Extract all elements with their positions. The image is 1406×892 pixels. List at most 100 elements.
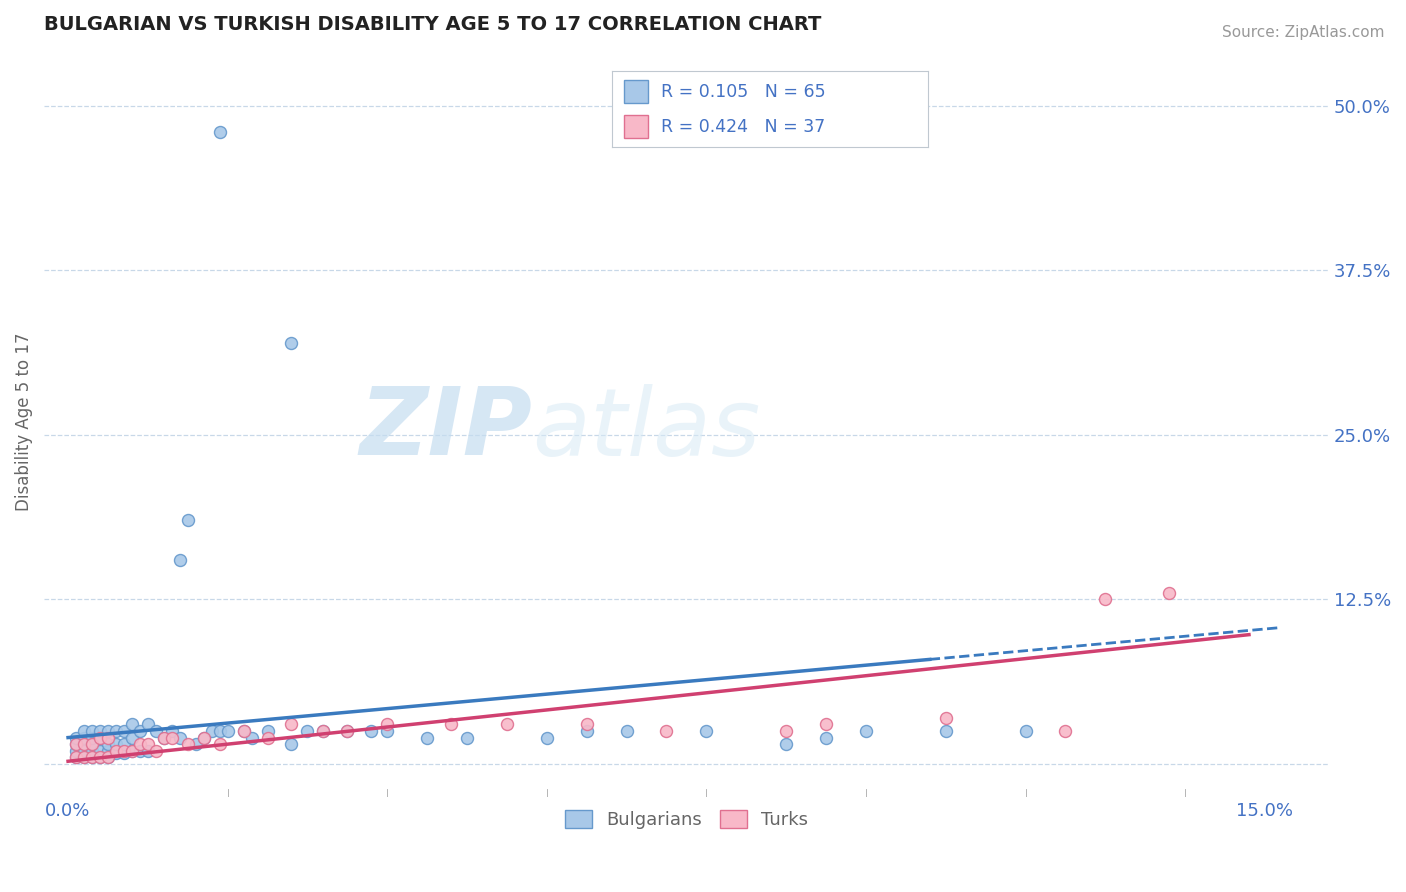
Point [256, 731, 278, 745]
Point [104, 737, 127, 751]
Point [65, 731, 87, 745]
Point [336, 723, 359, 738]
Point [280, 335, 302, 350]
Point [616, 723, 638, 738]
Point [112, 744, 135, 758]
Point [89, 723, 111, 738]
Point [73, 744, 96, 758]
Point [136, 717, 159, 731]
Point [153, 731, 176, 745]
Point [1014, 723, 1036, 738]
Point [1159, 586, 1181, 600]
Point [89, 750, 111, 764]
Point [128, 744, 150, 758]
Text: BULGARIAN VS TURKISH DISABILITY AGE 5 TO 17 CORRELATION CHART: BULGARIAN VS TURKISH DISABILITY AGE 5 TO… [44, 15, 821, 34]
Point [240, 731, 263, 745]
Point [775, 723, 797, 738]
Point [128, 737, 150, 751]
Point [145, 744, 167, 758]
Point [97, 731, 120, 745]
Point [177, 737, 200, 751]
Point [336, 723, 359, 738]
FancyBboxPatch shape [624, 80, 648, 103]
Point [89, 744, 111, 758]
Point [815, 731, 838, 745]
Text: ZIP: ZIP [360, 384, 533, 475]
Point [160, 731, 183, 745]
Point [73, 750, 96, 764]
Point [104, 744, 127, 758]
Point [1094, 592, 1116, 607]
Point [655, 723, 678, 738]
Point [232, 723, 254, 738]
Point [145, 723, 167, 738]
Point [855, 723, 877, 738]
Point [280, 717, 302, 731]
Point [97, 737, 120, 751]
Y-axis label: Disability Age 5 to 17: Disability Age 5 to 17 [15, 333, 32, 511]
Point [695, 723, 717, 738]
Point [440, 717, 463, 731]
Point [65, 750, 87, 764]
Point [89, 731, 111, 745]
Point [280, 737, 302, 751]
Point [193, 731, 215, 745]
Point [217, 723, 239, 738]
Point [121, 744, 143, 758]
Point [201, 723, 224, 738]
Point [536, 731, 558, 745]
Text: Source: ZipAtlas.com: Source: ZipAtlas.com [1222, 25, 1385, 40]
Point [112, 723, 135, 738]
Point [496, 717, 519, 731]
Point [112, 747, 135, 761]
Point [121, 744, 143, 758]
Point [104, 723, 127, 738]
Point [1054, 723, 1077, 738]
Point [89, 731, 111, 745]
Point [153, 731, 176, 745]
Point [136, 737, 159, 751]
Point [360, 723, 382, 738]
Point [575, 723, 598, 738]
Point [375, 717, 398, 731]
Point [65, 744, 87, 758]
Point [80, 723, 103, 738]
Point [73, 737, 96, 751]
Text: R = 0.105   N = 65: R = 0.105 N = 65 [661, 83, 825, 101]
Text: atlas: atlas [533, 384, 761, 475]
Point [456, 731, 478, 745]
Point [80, 737, 103, 751]
Point [160, 723, 183, 738]
Point [80, 750, 103, 764]
Point [208, 125, 231, 139]
Point [297, 723, 319, 738]
Point [575, 717, 598, 731]
Point [935, 711, 957, 725]
Point [312, 723, 335, 738]
Point [208, 723, 231, 738]
Point [136, 744, 159, 758]
Point [775, 737, 797, 751]
Point [80, 737, 103, 751]
Point [89, 750, 111, 764]
Point [177, 513, 200, 527]
Point [97, 750, 120, 764]
Point [208, 737, 231, 751]
Point [97, 744, 120, 758]
Point [73, 750, 96, 764]
Point [935, 723, 957, 738]
Point [184, 737, 207, 751]
Text: R = 0.424   N = 37: R = 0.424 N = 37 [661, 118, 825, 136]
Point [128, 723, 150, 738]
Point [80, 731, 103, 745]
Point [80, 744, 103, 758]
Point [815, 717, 838, 731]
FancyBboxPatch shape [624, 115, 648, 138]
Point [121, 731, 143, 745]
Point [232, 723, 254, 738]
Point [65, 737, 87, 751]
Point [97, 750, 120, 764]
Point [104, 747, 127, 761]
Point [65, 750, 87, 764]
Point [256, 723, 278, 738]
